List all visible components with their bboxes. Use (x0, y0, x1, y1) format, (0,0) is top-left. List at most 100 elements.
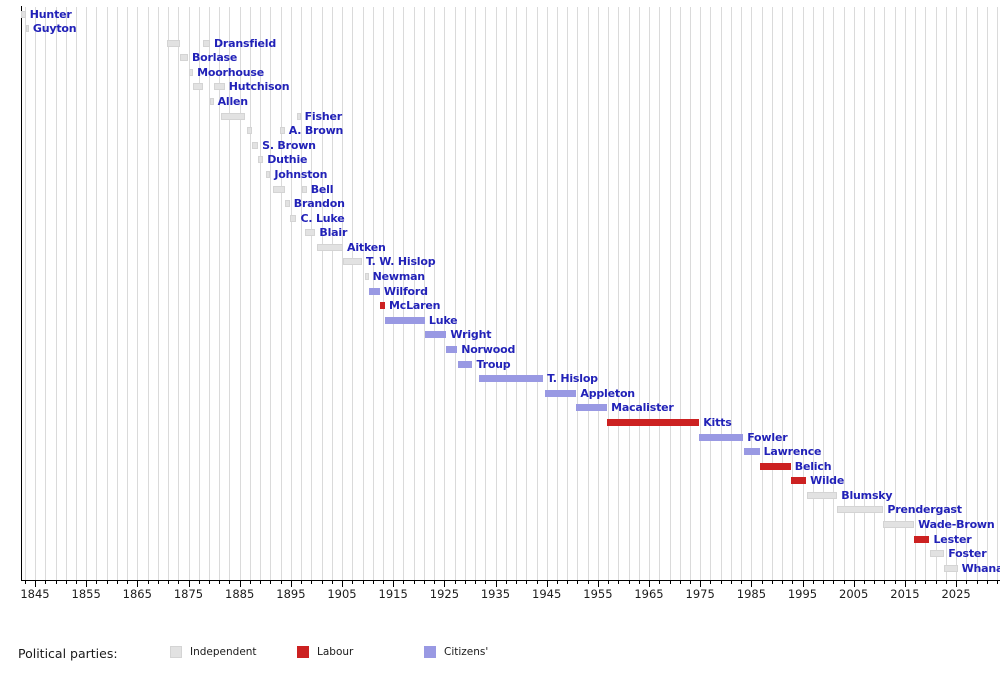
minor-tick-1921 (423, 581, 425, 584)
term-bar-moorhouse (188, 68, 194, 76)
minor-tick-2019 (925, 581, 927, 584)
gridline-year-2009 (874, 7, 876, 580)
legend-swatch-independent (170, 646, 182, 658)
gridline-year-1931 (475, 7, 477, 580)
term-bar-fowler (699, 433, 744, 441)
term-bar-hutchison-2 (213, 83, 225, 91)
mayor-name-label: T. Hislop (547, 372, 598, 386)
gridline-year-1993 (792, 7, 794, 580)
minor-tick-1851 (65, 581, 67, 584)
term-bar-whanau (944, 564, 958, 572)
gridline-year-1889 (260, 7, 262, 580)
gridline-year-1955 (597, 7, 599, 580)
term-bar-prendergast (837, 506, 884, 514)
gridline-year-2001 (833, 7, 835, 580)
minor-tick-1943 (536, 581, 538, 584)
major-tick-2015 (904, 581, 906, 587)
gridline-year-1991 (782, 7, 784, 580)
tick-label-1895: 1895 (276, 587, 306, 600)
gridline-year-1901 (321, 7, 323, 580)
minor-tick-1897 (301, 581, 303, 584)
gridline-year-1897 (301, 7, 303, 580)
mayor-name-label: Appleton (580, 386, 635, 400)
mayor-name-label: Blumsky (841, 488, 893, 502)
minor-tick-1857 (96, 581, 98, 584)
gridline-year-1867 (147, 7, 149, 580)
legend-swatch-citizens (424, 646, 436, 658)
minor-tick-1967 (659, 581, 661, 584)
minor-tick-1867 (147, 581, 149, 584)
gridline-year-1883 (229, 7, 231, 580)
gridline-year-1987 (761, 7, 763, 580)
gridline-year-1871 (168, 7, 169, 580)
term-bar-appleton (545, 389, 577, 397)
tick-label-1965: 1965 (634, 587, 664, 600)
mayor-name-label: Blair (319, 226, 348, 240)
plot-left-border (21, 6, 22, 580)
minor-tick-1913 (383, 581, 384, 584)
minor-tick-1863 (127, 581, 129, 584)
mayor-name-label: Newman (372, 270, 426, 283)
minor-tick-2011 (884, 581, 886, 584)
minor-tick-1989 (771, 581, 773, 584)
gridline-year-2017 (915, 7, 917, 580)
minor-tick-1871 (168, 581, 169, 584)
gridline-year-1941 (526, 7, 528, 580)
gridline-year-1981 (730, 7, 732, 580)
minor-tick-1859 (106, 581, 108, 584)
gridline-year-2021 (935, 7, 937, 580)
minor-tick-2021 (935, 581, 937, 584)
mayor-name-label: Brandon (293, 197, 345, 211)
minor-tick-1881 (219, 581, 221, 584)
gridline-year-1997 (812, 7, 814, 580)
mayor-name-label: Norwood (461, 343, 516, 356)
major-tick-1845 (35, 581, 36, 587)
gridline-year-1917 (403, 7, 405, 580)
tick-label-1915: 1915 (378, 587, 408, 600)
term-bar-troup (458, 360, 473, 368)
term-bar-aitken (316, 243, 343, 251)
gridline-year-1875 (188, 7, 190, 580)
minor-tick-1953 (587, 581, 589, 584)
mayor-name-label: Borlase (192, 51, 238, 65)
gridline-year-2005 (853, 7, 855, 580)
term-bar-macalister (576, 404, 608, 412)
mayor-name-label: Hunter (29, 7, 72, 21)
major-tick-1955 (597, 581, 599, 587)
gridline-year-1973 (690, 7, 691, 580)
gridline-year-2027 (966, 7, 968, 580)
gridline-year-1927 (454, 7, 456, 580)
term-bar-lester (914, 535, 930, 543)
minor-tick-1937 (505, 581, 507, 584)
gridline-year-1963 (638, 7, 640, 580)
mayor-name-label: A. Brown (288, 124, 344, 138)
minor-tick-1929 (464, 581, 466, 584)
gridline-year-1947 (556, 7, 558, 580)
mayor-name-label: Wilford (383, 284, 428, 298)
minor-tick-1879 (209, 581, 210, 584)
minor-tick-2031 (986, 581, 988, 584)
minor-tick-1909 (362, 581, 364, 584)
legend-label-labour: Labour (317, 646, 354, 658)
minor-tick-1883 (229, 581, 231, 584)
mayor-name-label: Troup (476, 357, 511, 371)
x-axis-line (21, 580, 1000, 581)
gridline-year-1891 (270, 7, 272, 580)
mayor-name-label: Aitken (347, 240, 386, 254)
minor-tick-1861 (116, 581, 118, 584)
gridline-year-1851 (65, 7, 67, 580)
term-bar-norwood (446, 346, 458, 353)
term-bar-a-brown-2 (280, 127, 285, 135)
gridline-year-1895 (290, 7, 292, 580)
gridline-year-1923 (434, 7, 436, 580)
mayor-name-label: Lawrence (763, 445, 822, 459)
gridline-year-1861 (116, 7, 118, 580)
plot-area: 1845 1855 1865 1875 1885 1895 1905 1915 1925 1935… (20, 6, 1000, 600)
gridline-year-2013 (894, 7, 896, 580)
minor-tick-2007 (864, 581, 865, 584)
minor-tick-1877 (198, 581, 200, 584)
minor-tick-1971 (679, 581, 681, 584)
mayor-name-label: Johnston (274, 167, 328, 181)
gridline-year-1879 (209, 7, 210, 580)
